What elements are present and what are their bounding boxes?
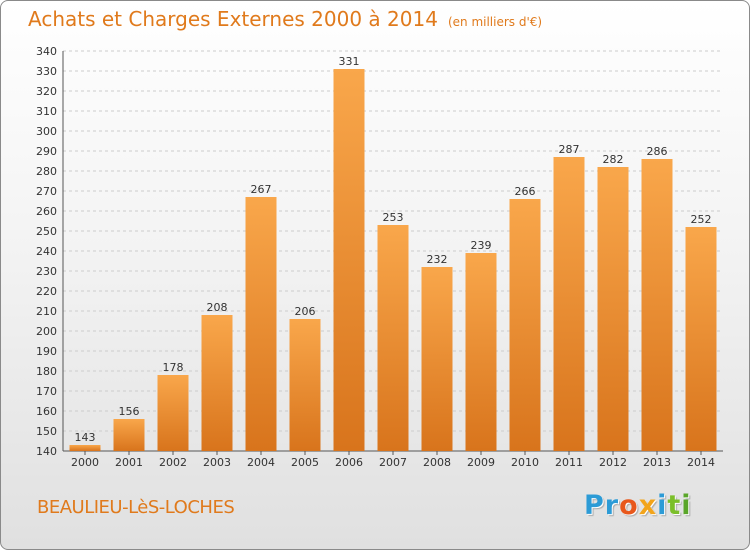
x-tick-label: 2003 <box>203 456 231 469</box>
y-tick-label: 220 <box>36 285 57 298</box>
y-tick-label: 330 <box>36 65 57 78</box>
y-tick-label: 290 <box>36 145 57 158</box>
bar-value-label: 232 <box>427 253 448 266</box>
y-tick-label: 280 <box>36 165 57 178</box>
bar-value-label: 266 <box>515 185 536 198</box>
y-tick-label: 260 <box>36 205 57 218</box>
bar-value-label: 287 <box>559 143 580 156</box>
y-tick-label: 240 <box>36 245 57 258</box>
y-tick-label: 310 <box>36 105 57 118</box>
x-tick-label: 2012 <box>599 456 627 469</box>
bar-value-label: 206 <box>295 305 316 318</box>
bar-value-label: 267 <box>251 183 272 196</box>
bar <box>201 315 233 451</box>
bar-value-label: 282 <box>603 153 624 166</box>
bar <box>333 69 365 451</box>
x-tick-label: 2014 <box>687 456 715 469</box>
y-tick-label: 270 <box>36 185 57 198</box>
bar <box>157 375 189 451</box>
x-tick-label: 2013 <box>643 456 671 469</box>
bar <box>377 225 409 451</box>
y-tick-label: 200 <box>36 325 57 338</box>
bar <box>69 445 101 451</box>
bar-value-label: 143 <box>75 431 96 444</box>
x-tick-label: 2004 <box>247 456 275 469</box>
bar <box>509 199 541 451</box>
bar <box>245 197 277 451</box>
y-tick-label: 160 <box>36 405 57 418</box>
y-tick-label: 250 <box>36 225 57 238</box>
x-tick-label: 2005 <box>291 456 319 469</box>
bar <box>289 319 321 451</box>
x-tick-label: 2002 <box>159 456 187 469</box>
bar-value-label: 252 <box>691 213 712 226</box>
proxiti-logo: Proxiti <box>584 490 692 521</box>
y-tick-label: 180 <box>36 365 57 378</box>
bar <box>421 267 453 451</box>
bar <box>113 419 145 451</box>
unit-note: (en milliers d'€) <box>447 15 543 29</box>
commune-name: BEAULIEU-LèS-LOCHES <box>37 497 235 518</box>
chart-title: Achats et Charges Externes 2000 à 2014 (e… <box>28 7 542 31</box>
x-tick-label: 2009 <box>467 456 495 469</box>
y-tick-label: 190 <box>36 345 57 358</box>
bar-value-label: 208 <box>207 301 228 314</box>
y-tick-label: 230 <box>36 265 57 278</box>
bar <box>641 159 673 451</box>
y-tick-label: 210 <box>36 305 57 318</box>
bar <box>553 157 585 451</box>
bar <box>597 167 629 451</box>
bar-value-label: 178 <box>163 361 184 374</box>
title-text: Achats et Charges Externes 2000 à 2014 <box>28 7 438 31</box>
bar <box>685 227 717 451</box>
x-tick-label: 2006 <box>335 456 363 469</box>
bar <box>465 253 497 451</box>
x-tick-label: 2000 <box>71 456 99 469</box>
y-tick-label: 320 <box>36 85 57 98</box>
bar-value-label: 156 <box>119 405 140 418</box>
x-tick-label: 2001 <box>115 456 143 469</box>
y-tick-label: 150 <box>36 425 57 438</box>
y-tick-label: 340 <box>36 45 57 58</box>
bar-value-label: 331 <box>339 55 360 68</box>
y-tick-label: 300 <box>36 125 57 138</box>
y-tick-label: 140 <box>36 445 57 458</box>
x-tick-label: 2007 <box>379 456 407 469</box>
x-tick-label: 2010 <box>511 456 539 469</box>
y-tick-label: 170 <box>36 385 57 398</box>
x-tick-label: 2008 <box>423 456 451 469</box>
bar-value-label: 239 <box>471 239 492 252</box>
x-tick-label: 2011 <box>555 456 583 469</box>
bar-value-label: 286 <box>647 145 668 158</box>
bar-value-label: 253 <box>383 211 404 224</box>
